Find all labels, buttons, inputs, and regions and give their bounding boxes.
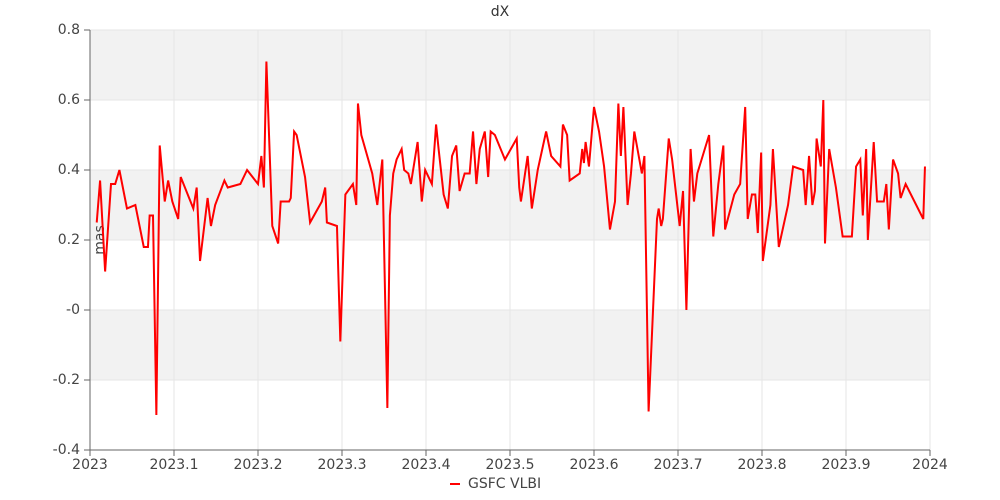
y-tick-label: -0.2: [53, 372, 80, 388]
x-tick-label: 2023.9: [822, 457, 871, 473]
y-tick-label: -0.4: [53, 442, 80, 458]
y-tick-label: 0.8: [58, 22, 80, 38]
x-tick-label: 2023.2: [234, 457, 283, 473]
y-tick-label: 0.2: [58, 232, 80, 248]
x-tick-label: 2023.1: [150, 457, 199, 473]
chart-title: dX: [491, 4, 510, 20]
x-tick-label: 2023.7: [654, 457, 703, 473]
legend-label: GSFC VLBI: [468, 476, 541, 492]
data-line: [95, 61, 926, 416]
x-tick-label: 2023.3: [318, 457, 367, 473]
x-tick-label: 2024: [912, 457, 948, 473]
x-tick-label: 2023: [72, 457, 108, 473]
x-tick-label: 2023.8: [738, 457, 787, 473]
y-tick-label: 0.4: [58, 162, 80, 178]
x-tick-label: 2023.5: [486, 457, 535, 473]
y-tick-label: 0.6: [58, 92, 80, 108]
x-tick-label: 2023.6: [570, 457, 619, 473]
y-tick-label: -0: [66, 302, 80, 318]
x-tick-label: 2023.4: [402, 457, 451, 473]
